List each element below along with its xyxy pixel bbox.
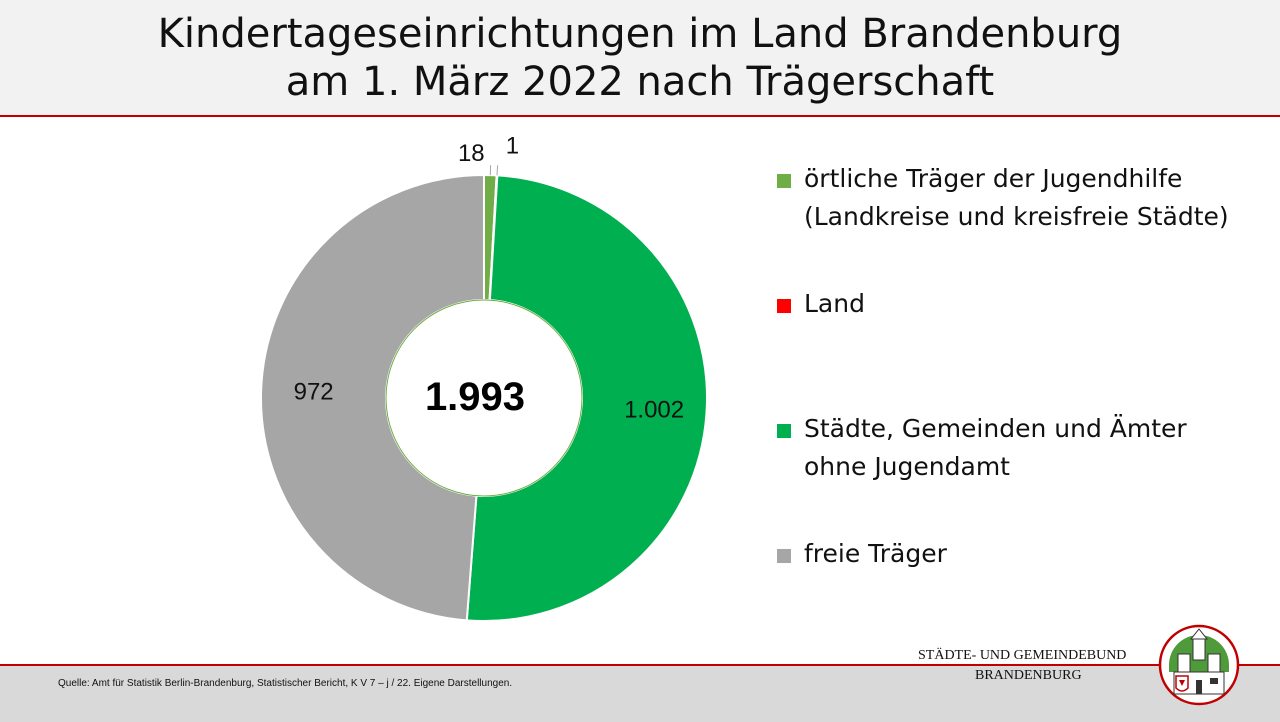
value-label-staedte-gemeinden: 1.002 <box>624 397 684 424</box>
legend-label-freie-traeger: freie Träger <box>804 535 947 573</box>
legend-label-oertliche-traeger: örtliche Träger der Jugendhilfe (Landkre… <box>804 160 1229 236</box>
legend-item-land: Land <box>777 285 865 323</box>
legend-item-freie-traeger: freie Träger <box>777 535 947 573</box>
legend-swatch-oertliche-traeger <box>777 174 791 188</box>
legend-item-oertliche-traeger: örtliche Träger der Jugendhilfe (Landkre… <box>777 160 1229 236</box>
logo-text-line-2: BRANDENBURG <box>975 668 1082 684</box>
value-label-freie-traeger: 972 <box>294 378 334 405</box>
donut-chart: 18 1 1.002 972 1.993 <box>0 117 760 662</box>
legend-label-land: Land <box>804 285 865 323</box>
legend-label-staedte-gemeinden: Städte, Gemeinden und Ämter ohne Jugenda… <box>804 410 1187 486</box>
leader-line-land <box>497 165 498 175</box>
source-note: Quelle: Amt für Statistik Berlin-Branden… <box>58 678 512 689</box>
value-label-land: 1 <box>506 132 519 159</box>
logo-text-line-1: STÄDTE- UND GEMEINDEBUND <box>918 648 1126 664</box>
total-label: 1.993 <box>425 375 525 419</box>
title-line-1: Kindertageseinrichtungen im Land Branden… <box>158 10 1123 58</box>
title-band: Kindertageseinrichtungen im Land Branden… <box>0 0 1280 117</box>
legend-swatch-land <box>777 299 791 313</box>
coat-of-arms-icon <box>1158 624 1240 706</box>
legend-swatch-freie-traeger <box>777 549 791 563</box>
value-label-oertliche-traeger: 18 <box>458 140 485 167</box>
legend-swatch-staedte-gemeinden <box>777 424 791 438</box>
legend-item-staedte-gemeinden: Städte, Gemeinden und Ämter ohne Jugenda… <box>777 410 1187 486</box>
title-line-2: am 1. März 2022 nach Trägerschaft <box>286 58 994 106</box>
footer-band: Quelle: Amt für Statistik Berlin-Branden… <box>0 664 1280 722</box>
